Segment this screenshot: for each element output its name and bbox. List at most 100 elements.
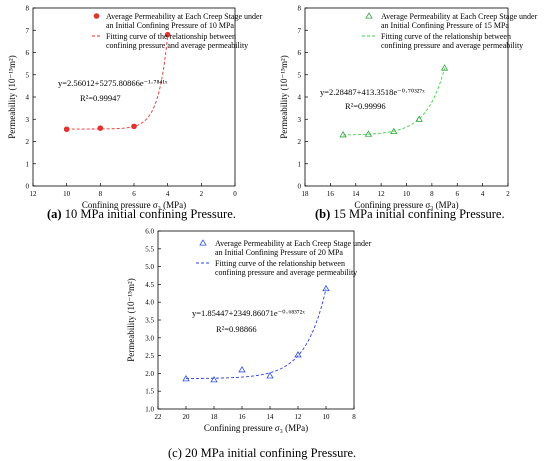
fit-equation: y=1.85447+2349.86071e⁻⁰·⁶⁸³⁷²ˣ (192, 308, 305, 318)
y-tick-label: 4 (298, 94, 302, 102)
x-tick-label: 6 (456, 190, 460, 198)
y-tick-label: 2 (298, 138, 302, 146)
y-tick-label: 2 (26, 138, 30, 146)
chart-panel-2: 22 20 18 16 14 12 10 8 1.0 1.5 2.0 2.5 3.0 3.5 4.0 4.5 5… (126, 228, 372, 434)
legend-marker (199, 239, 207, 246)
fit-equation: y=2.56012+5275.80866e⁻¹·⁷⁸⁴¹ˣ (58, 78, 168, 88)
x-axis-label: Confining pressure σ₃ (MPa) (354, 200, 458, 210)
y-tick-label: 6.0 (145, 228, 154, 236)
data-point (415, 115, 423, 122)
y-tick-label: 7 (298, 27, 302, 35)
legend-label-points: an Initial Confining Pressure of 10 MPa (106, 21, 234, 30)
legend-label-points: an Initial Confining Pressure of 15 MPa (381, 21, 509, 30)
x-tick-label: 10 (403, 190, 411, 198)
x-tick-label: 16 (239, 413, 247, 421)
y-tick-label: 5 (298, 71, 302, 79)
data-point (294, 351, 302, 358)
y-tick-label: 5.0 (145, 263, 154, 271)
legend-label-fit: Fitting curve of the relationship betwee… (215, 259, 345, 268)
data-point (364, 130, 373, 137)
x-tick-label: 12 (30, 190, 38, 198)
fit-curve (186, 288, 327, 379)
data-point (266, 372, 274, 379)
r-squared: R²=0.99947 (80, 93, 121, 103)
x-tick-label: 10 (63, 190, 71, 198)
data-point (322, 284, 330, 292)
y-axis-label: Permeability (10⁻¹⁵m²) (279, 55, 289, 139)
y-tick-label: 4 (26, 94, 30, 102)
x-tick-label: 14 (267, 413, 275, 421)
legend-label-fit: confining pressure and average permeabil… (381, 41, 523, 50)
fit-curve (66, 35, 169, 130)
y-tick-label: 2.5 (145, 352, 154, 360)
x-tick-label: 10 (323, 413, 331, 421)
y-tick-label: 5 (26, 71, 30, 79)
data-point (164, 31, 171, 38)
data-point (390, 127, 398, 134)
data-point (339, 131, 347, 138)
y-tick-label: 1 (26, 160, 30, 168)
x-tick-label: 18 (302, 190, 310, 198)
y-tick-label: 0 (298, 183, 302, 191)
fit-curve (343, 68, 445, 136)
y-tick-label: 3.5 (145, 317, 154, 325)
x-tick-label: 2 (200, 190, 204, 198)
x-axis-label: Confining pressure σ₃ (MPa) (204, 423, 308, 433)
y-tick-label: 2.0 (145, 370, 154, 378)
x-tick-label: 12 (295, 413, 303, 421)
y-tick-label: 5.5 (145, 245, 154, 253)
x-tick-label: 14 (352, 190, 360, 198)
x-axis-label: Confining pressure σ₃ (MPa) (82, 200, 186, 210)
data-point (63, 126, 70, 133)
legend-label-fit: confining pressure and average permeabil… (106, 41, 248, 50)
x-tick-label: 6 (132, 190, 136, 198)
y-tick-label: 7 (26, 27, 30, 35)
plot-frame (157, 230, 355, 410)
x-tick-label: 4 (481, 190, 485, 198)
x-tick-label: 12 (378, 190, 386, 198)
legend-label-fit: Fitting curve of the relationship betwee… (106, 32, 236, 41)
data-point (440, 64, 449, 71)
y-tick-label: 1.5 (145, 388, 154, 396)
caption-c: (c) 20 MPa initial confining Pressure. (168, 446, 357, 460)
caption-a: (a) 10 MPa initial confining Pressure. (47, 207, 236, 221)
x-tick-label: 16 (327, 190, 335, 198)
x-tick-label: 2 (506, 190, 510, 198)
x-tick-label: 0 (233, 190, 237, 198)
y-axis-label: Permeability (10⁻¹⁵m²) (7, 55, 17, 139)
legend-label-fit: confining pressure and average permeabil… (215, 268, 357, 277)
legend-label-points: Average Permeability at Each Creep Stage… (106, 12, 263, 21)
legend-marker (93, 13, 100, 19)
fit-equation: y=2.28487+413.3518e⁻⁰·⁷⁰³²⁷ˣ (320, 87, 425, 97)
r-squared: R²=0.98866 (216, 324, 257, 334)
y-tick-label: 0 (26, 183, 30, 191)
data-point (182, 374, 190, 382)
x-tick-label: 8 (99, 190, 103, 198)
y-tick-label: 6 (298, 49, 302, 57)
x-tick-label: 8 (430, 190, 434, 198)
y-tick-label: 3 (26, 116, 30, 124)
x-tick-label: 22 (155, 413, 163, 421)
data-point (97, 125, 104, 131)
legend-label-points: an Initial Confining Pressure of 20 MPa (215, 248, 343, 257)
y-axis-label: Permeability (10⁻¹⁵m²) (126, 278, 136, 362)
caption-b: (b) 15 MPa initial confining Pressure. (315, 207, 505, 221)
y-tick-label: 8 (26, 5, 30, 13)
y-tick-label: 1.0 (145, 406, 154, 414)
data-point (238, 366, 246, 373)
y-tick-label: 4.5 (145, 281, 154, 289)
x-tick-label: 18 (211, 413, 219, 421)
y-tick-label: 3.0 (145, 334, 154, 342)
y-tick-label: 3 (298, 116, 302, 124)
data-point (210, 376, 218, 383)
y-tick-label: 1 (298, 160, 302, 168)
y-tick-label: 6 (26, 49, 30, 57)
legend-marker (365, 12, 373, 19)
x-tick-label: 4 (166, 190, 170, 198)
data-point (131, 123, 137, 130)
legend-label-fit: Fitting curve of the relationship betwee… (381, 32, 511, 41)
legend-label-points: Average Permeability at Each Creep Stage… (215, 239, 372, 248)
